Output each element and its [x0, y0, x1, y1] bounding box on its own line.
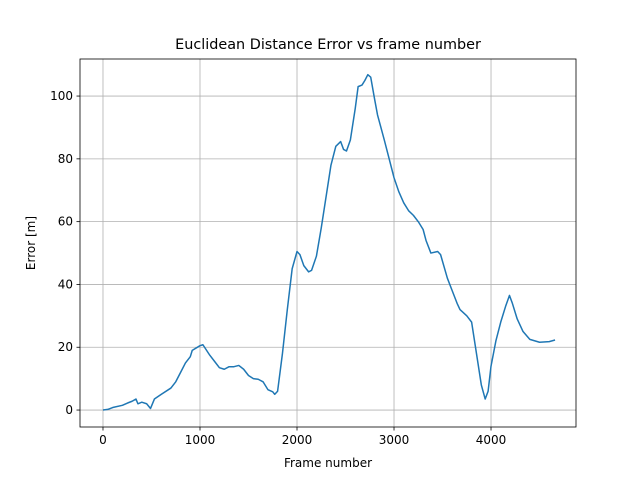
y-tick-label: 40 — [58, 277, 73, 291]
x-tick-label: 4000 — [476, 433, 507, 447]
x-axis-label: Frame number — [284, 456, 372, 470]
data-line — [102, 73, 556, 411]
x-tick-label: 1000 — [185, 433, 216, 447]
x-tick-label: 0 — [99, 433, 107, 447]
y-tick-label: 100 — [50, 89, 73, 103]
y-tick-label: 0 — [65, 403, 73, 417]
y-tick-label: 20 — [58, 340, 73, 354]
y-tick-label: 60 — [58, 215, 73, 229]
chart-title: Euclidean Distance Error vs frame number — [175, 37, 481, 53]
x-tick-label: 2000 — [282, 433, 313, 447]
plot-frame — [79, 58, 577, 428]
y-axis-label: Error [m] — [24, 216, 38, 270]
x-tick-label: 3000 — [379, 433, 410, 447]
y-tick-label: 80 — [58, 152, 73, 166]
